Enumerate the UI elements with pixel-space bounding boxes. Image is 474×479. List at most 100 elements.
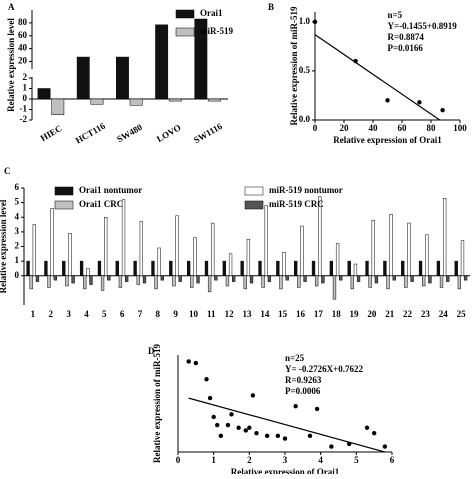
annotation: n=25 <box>285 353 305 363</box>
bar <box>446 275 450 282</box>
bar <box>37 88 51 100</box>
bar <box>350 275 354 290</box>
point <box>207 395 213 401</box>
bar <box>329 260 334 276</box>
bar <box>422 275 426 287</box>
legend-swatch <box>175 27 195 37</box>
point <box>293 403 298 409</box>
bar <box>428 275 432 284</box>
point <box>275 433 281 439</box>
fit-line <box>314 34 441 121</box>
x-tick-label: 4 <box>84 309 89 319</box>
bar <box>243 275 247 290</box>
x-tick-label: 80 <box>427 123 437 133</box>
annotation: P=0.0166 <box>388 43 424 53</box>
x-tick-label: 40 <box>369 123 379 133</box>
legend-label: miR-519 nontumor <box>269 185 343 195</box>
point <box>254 430 259 436</box>
annotation: Y=-0.1455+0.8919 <box>388 21 458 31</box>
point <box>218 433 223 439</box>
point <box>225 422 231 428</box>
y-tick-label: 5 <box>15 197 20 207</box>
x-tick-label: 18 <box>332 309 342 319</box>
x-tick-label: 10 <box>189 309 199 319</box>
bar <box>133 260 137 276</box>
point <box>312 19 318 25</box>
annotation: n=5 <box>388 10 403 20</box>
annotation: R=0.9263 <box>285 375 322 385</box>
annotation: R=0.8874 <box>388 32 425 42</box>
x-tick-label: 25 <box>457 309 467 319</box>
bar <box>100 275 105 291</box>
bar <box>232 275 236 282</box>
x-tick-label: 12 <box>225 309 235 319</box>
bar <box>339 275 343 281</box>
x-tick-label: 24 <box>439 309 449 319</box>
point <box>211 414 216 420</box>
bar <box>157 247 161 276</box>
bar <box>169 260 173 276</box>
bar <box>50 208 54 277</box>
bar <box>410 275 414 282</box>
x-tick-label: 3 <box>66 309 71 319</box>
bar <box>282 252 286 277</box>
bar <box>353 263 358 276</box>
bar <box>365 260 369 276</box>
bar <box>318 196 322 276</box>
y-tick-label: 1 <box>15 255 20 265</box>
y-tick-label: 80 <box>18 17 28 27</box>
y-tick-label: 0.0 <box>299 114 311 124</box>
bar <box>47 275 51 288</box>
bar <box>264 205 268 276</box>
x-tick-label: 8 <box>156 309 161 319</box>
x-tick-label: 1 <box>31 309 36 319</box>
bar <box>155 24 169 100</box>
bar <box>225 275 230 287</box>
bar <box>29 275 33 290</box>
bar <box>297 275 301 288</box>
bar <box>86 268 90 276</box>
x-tick-label: 19 <box>350 309 360 319</box>
point <box>193 360 199 366</box>
x-tick-label: 15 <box>278 309 288 319</box>
bar <box>356 275 361 282</box>
bar <box>321 275 325 284</box>
point <box>243 428 248 433</box>
panel-letter: A <box>8 2 15 12</box>
fit-line <box>188 397 386 453</box>
bar <box>160 275 164 281</box>
bar <box>436 260 441 276</box>
x-tick-label: 0 <box>176 455 181 465</box>
bar <box>258 260 262 276</box>
bar <box>65 275 69 287</box>
x-tick-label: 17 <box>314 309 324 319</box>
bar <box>79 260 84 276</box>
axis-break <box>28 69 36 77</box>
x-tick-label: 100 <box>453 123 467 133</box>
x-tick-label: 21 <box>385 309 395 319</box>
legend-label: Orai1 CRC <box>79 199 123 209</box>
bar <box>115 260 119 276</box>
bar <box>90 98 104 105</box>
y-tick-label: 6 <box>15 182 20 192</box>
y-axis-label: Relative expression level <box>6 18 16 112</box>
y-tick-label: 2 <box>15 241 20 251</box>
y-tick-label: 0.5 <box>299 65 311 75</box>
bar <box>124 275 129 282</box>
bar <box>463 275 468 281</box>
x-tick-label: 20 <box>340 123 350 133</box>
bar <box>371 219 375 277</box>
y-tick-label: 60 <box>18 30 28 40</box>
bar <box>129 98 143 106</box>
bar <box>383 260 387 276</box>
legend-swatch <box>244 186 264 196</box>
bar <box>204 260 209 276</box>
bar <box>261 275 265 288</box>
bar <box>401 260 405 276</box>
bar <box>246 238 251 276</box>
bar <box>460 240 465 276</box>
bar <box>142 275 147 284</box>
bar <box>168 98 182 102</box>
bar <box>300 225 304 276</box>
